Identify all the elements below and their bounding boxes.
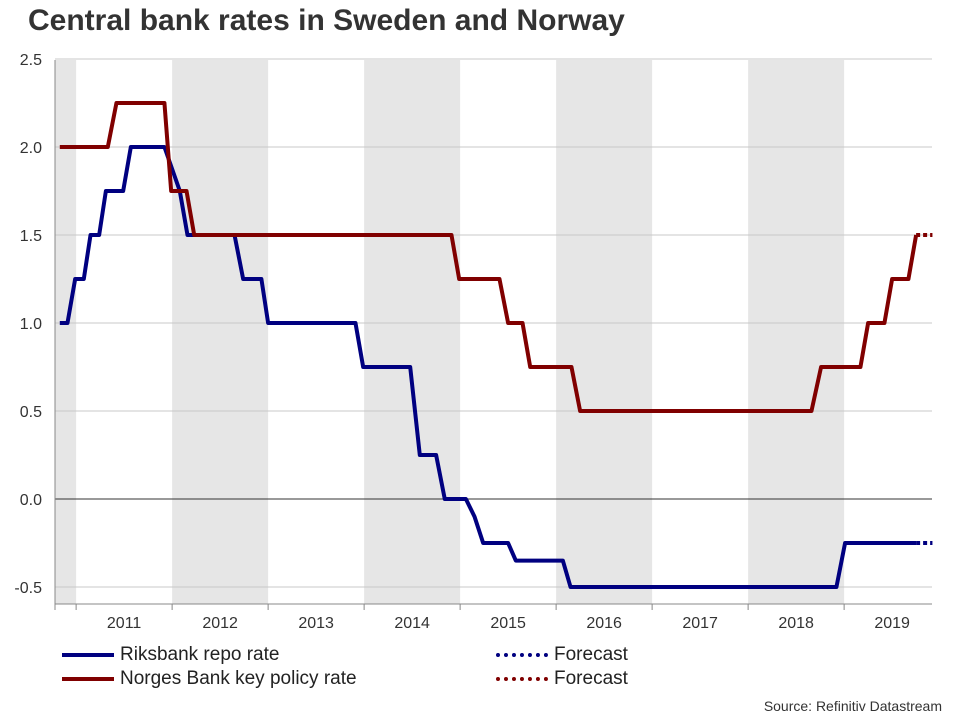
x-tick-label: 2013 [298, 615, 334, 632]
shaded-band [172, 60, 269, 604]
y-tick-label: 2.5 [20, 52, 42, 69]
shaded-band [748, 60, 845, 604]
y-tick-label: 0.0 [20, 492, 42, 509]
x-tick-label: 2011 [107, 615, 142, 632]
x-tick-label: 2019 [874, 615, 910, 632]
x-tick-label: 2017 [682, 615, 718, 632]
shaded-band [364, 60, 461, 604]
y-tick-label: 0.5 [20, 404, 42, 421]
legend-swatch [496, 677, 548, 681]
shaded-band [556, 60, 653, 604]
legend-swatch [496, 653, 548, 657]
shaded-band [55, 60, 77, 604]
legend-label: Riksbank repo rate [120, 644, 280, 665]
legend-item-norges-forecast: Forecast [496, 668, 628, 690]
y-tick-label: 1.0 [20, 316, 42, 333]
x-tick-label: 2016 [586, 615, 622, 632]
source-note: Source: Refinitiv Datastream [763, 698, 942, 714]
x-tick-label: 2012 [202, 615, 238, 632]
series-line-0 [59, 145, 917, 589]
x-tick-label: 2015 [490, 615, 526, 632]
legend-item-riksbank-forecast: Forecast [496, 644, 628, 666]
legend-swatch [62, 677, 114, 681]
y-tick-label: 1.5 [20, 228, 42, 245]
legend-label: Forecast [554, 644, 628, 665]
chart-title: Central bank rates in Sweden and Norway [28, 4, 625, 37]
legend-item-norges: Norges Bank key policy rate [62, 668, 357, 690]
legend-label: Norges Bank key policy rate [120, 668, 357, 689]
legend-swatch [62, 653, 114, 657]
series-line-1 [59, 101, 919, 413]
y-tick-label: -0.5 [14, 580, 42, 597]
legend-label: Forecast [554, 668, 628, 689]
x-tick-label: 2014 [394, 615, 430, 632]
y-tick-label: 2.0 [20, 140, 42, 157]
x-tick-label: 2018 [778, 615, 814, 632]
legend-item-riksbank: Riksbank repo rate [62, 644, 279, 666]
